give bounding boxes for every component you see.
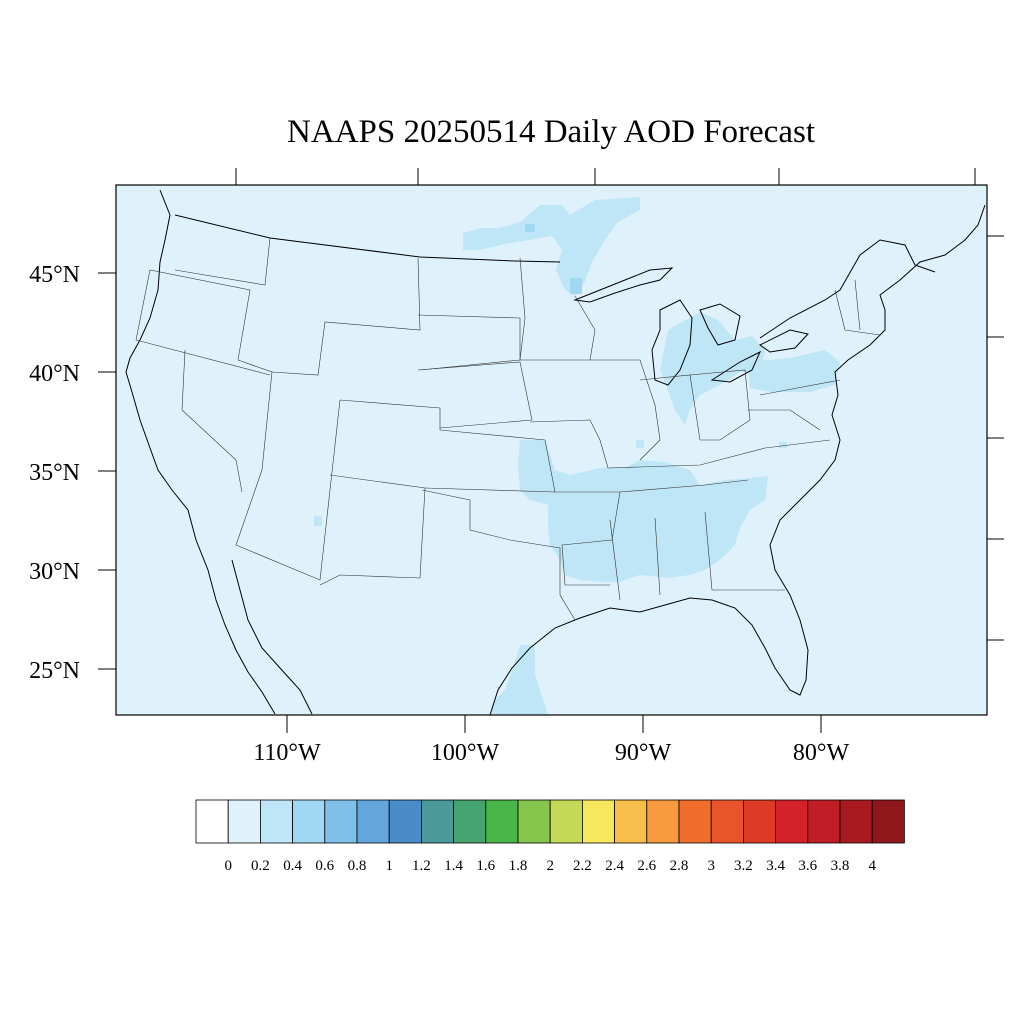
colorbar-swatch [356,799,390,844]
lon-label-90: 90°W [615,740,672,766]
colorbar-label: 2.2 [573,858,592,874]
colorbar-label: 0.4 [283,858,302,874]
colorbar-label: 2.6 [637,858,656,874]
lat-label-25: 25°N [29,658,80,684]
lat-label-45: 45°N [29,262,80,288]
colorbar-label: 3.6 [798,858,817,874]
colorbar-label: 2 [546,858,554,874]
colorbar-swatch [839,799,873,844]
colorbar-swatch [453,799,487,844]
colorbar-swatch [292,799,326,844]
colorbar-label: 2.4 [605,858,624,874]
colorbar-swatch [324,799,358,844]
lat-label-30: 30°N [29,559,80,585]
aod-darker-spots [525,224,582,294]
map-outlines [125,189,986,716]
colorbar-label: 0.8 [348,858,367,874]
colorbar-label: 0 [224,858,232,874]
lon-label-100: 100°W [431,740,500,766]
colorbar-label: 2.8 [670,858,689,874]
right-axis-ticks [987,235,1004,641]
latitude-labels: 45°N 40°N 35°N 30°N 25°N [29,262,80,684]
colorbar-swatch [388,799,422,844]
colorbar-label: 3.8 [831,858,850,874]
left-axis-ticks [98,272,116,670]
lon-label-80: 80°W [793,740,850,766]
colorbar-swatch [227,799,261,844]
colorbar-swatch [775,799,809,844]
lat-label-40: 40°N [29,361,80,387]
state-borders [135,237,881,621]
colorbar-label: 1.8 [509,858,528,874]
colorbar-swatch [582,799,616,844]
aod-patches [314,197,840,715]
colorbar-label: 1 [385,858,393,874]
colorbar-swatch [420,799,454,844]
colorbar-swatch [710,799,744,844]
colorbar-swatch [807,799,841,844]
colorbar [195,799,905,844]
top-axis-ticks [235,168,976,185]
colorbar-swatch [517,799,551,844]
colorbar-label: 1.6 [476,858,495,874]
colorbar-swatch [678,799,712,844]
lon-label-110: 110°W [253,740,321,766]
colorbar-swatch [259,799,293,844]
colorbar-swatch [743,799,777,844]
colorbar-swatch [871,799,905,844]
colorbar-label: 1.4 [444,858,463,874]
lat-label-35: 35°N [29,460,80,486]
bottom-axis-ticks [286,715,822,733]
colorbar-swatch [549,799,583,844]
colorbar-label: 1.2 [412,858,431,874]
colorbar-swatch [195,799,229,844]
colorbar-label: 4 [868,858,876,874]
colorbar-label: 3.2 [734,858,753,874]
map-title: NAAPS 20250514 Daily AOD Forecast [287,114,815,150]
colorbar-swatch [485,799,519,844]
map-background [116,185,987,715]
colorbar-label: 3 [707,858,715,874]
colorbar-labels: 0 0.2 0.4 0.6 0.8 1 1.2 1.4 1.6 1.8 2 2.2 2.4 2.6 2.8 3… [224,858,876,874]
colorbar-label: 0.6 [315,858,334,874]
map-frame [115,184,988,716]
colorbar-swatch [614,799,648,844]
colorbar-swatch [646,799,680,844]
colorbar-label: 0.2 [251,858,270,874]
colorbar-label: 3.4 [766,858,785,874]
longitude-labels: 110°W 100°W 90°W 80°W [253,740,849,766]
